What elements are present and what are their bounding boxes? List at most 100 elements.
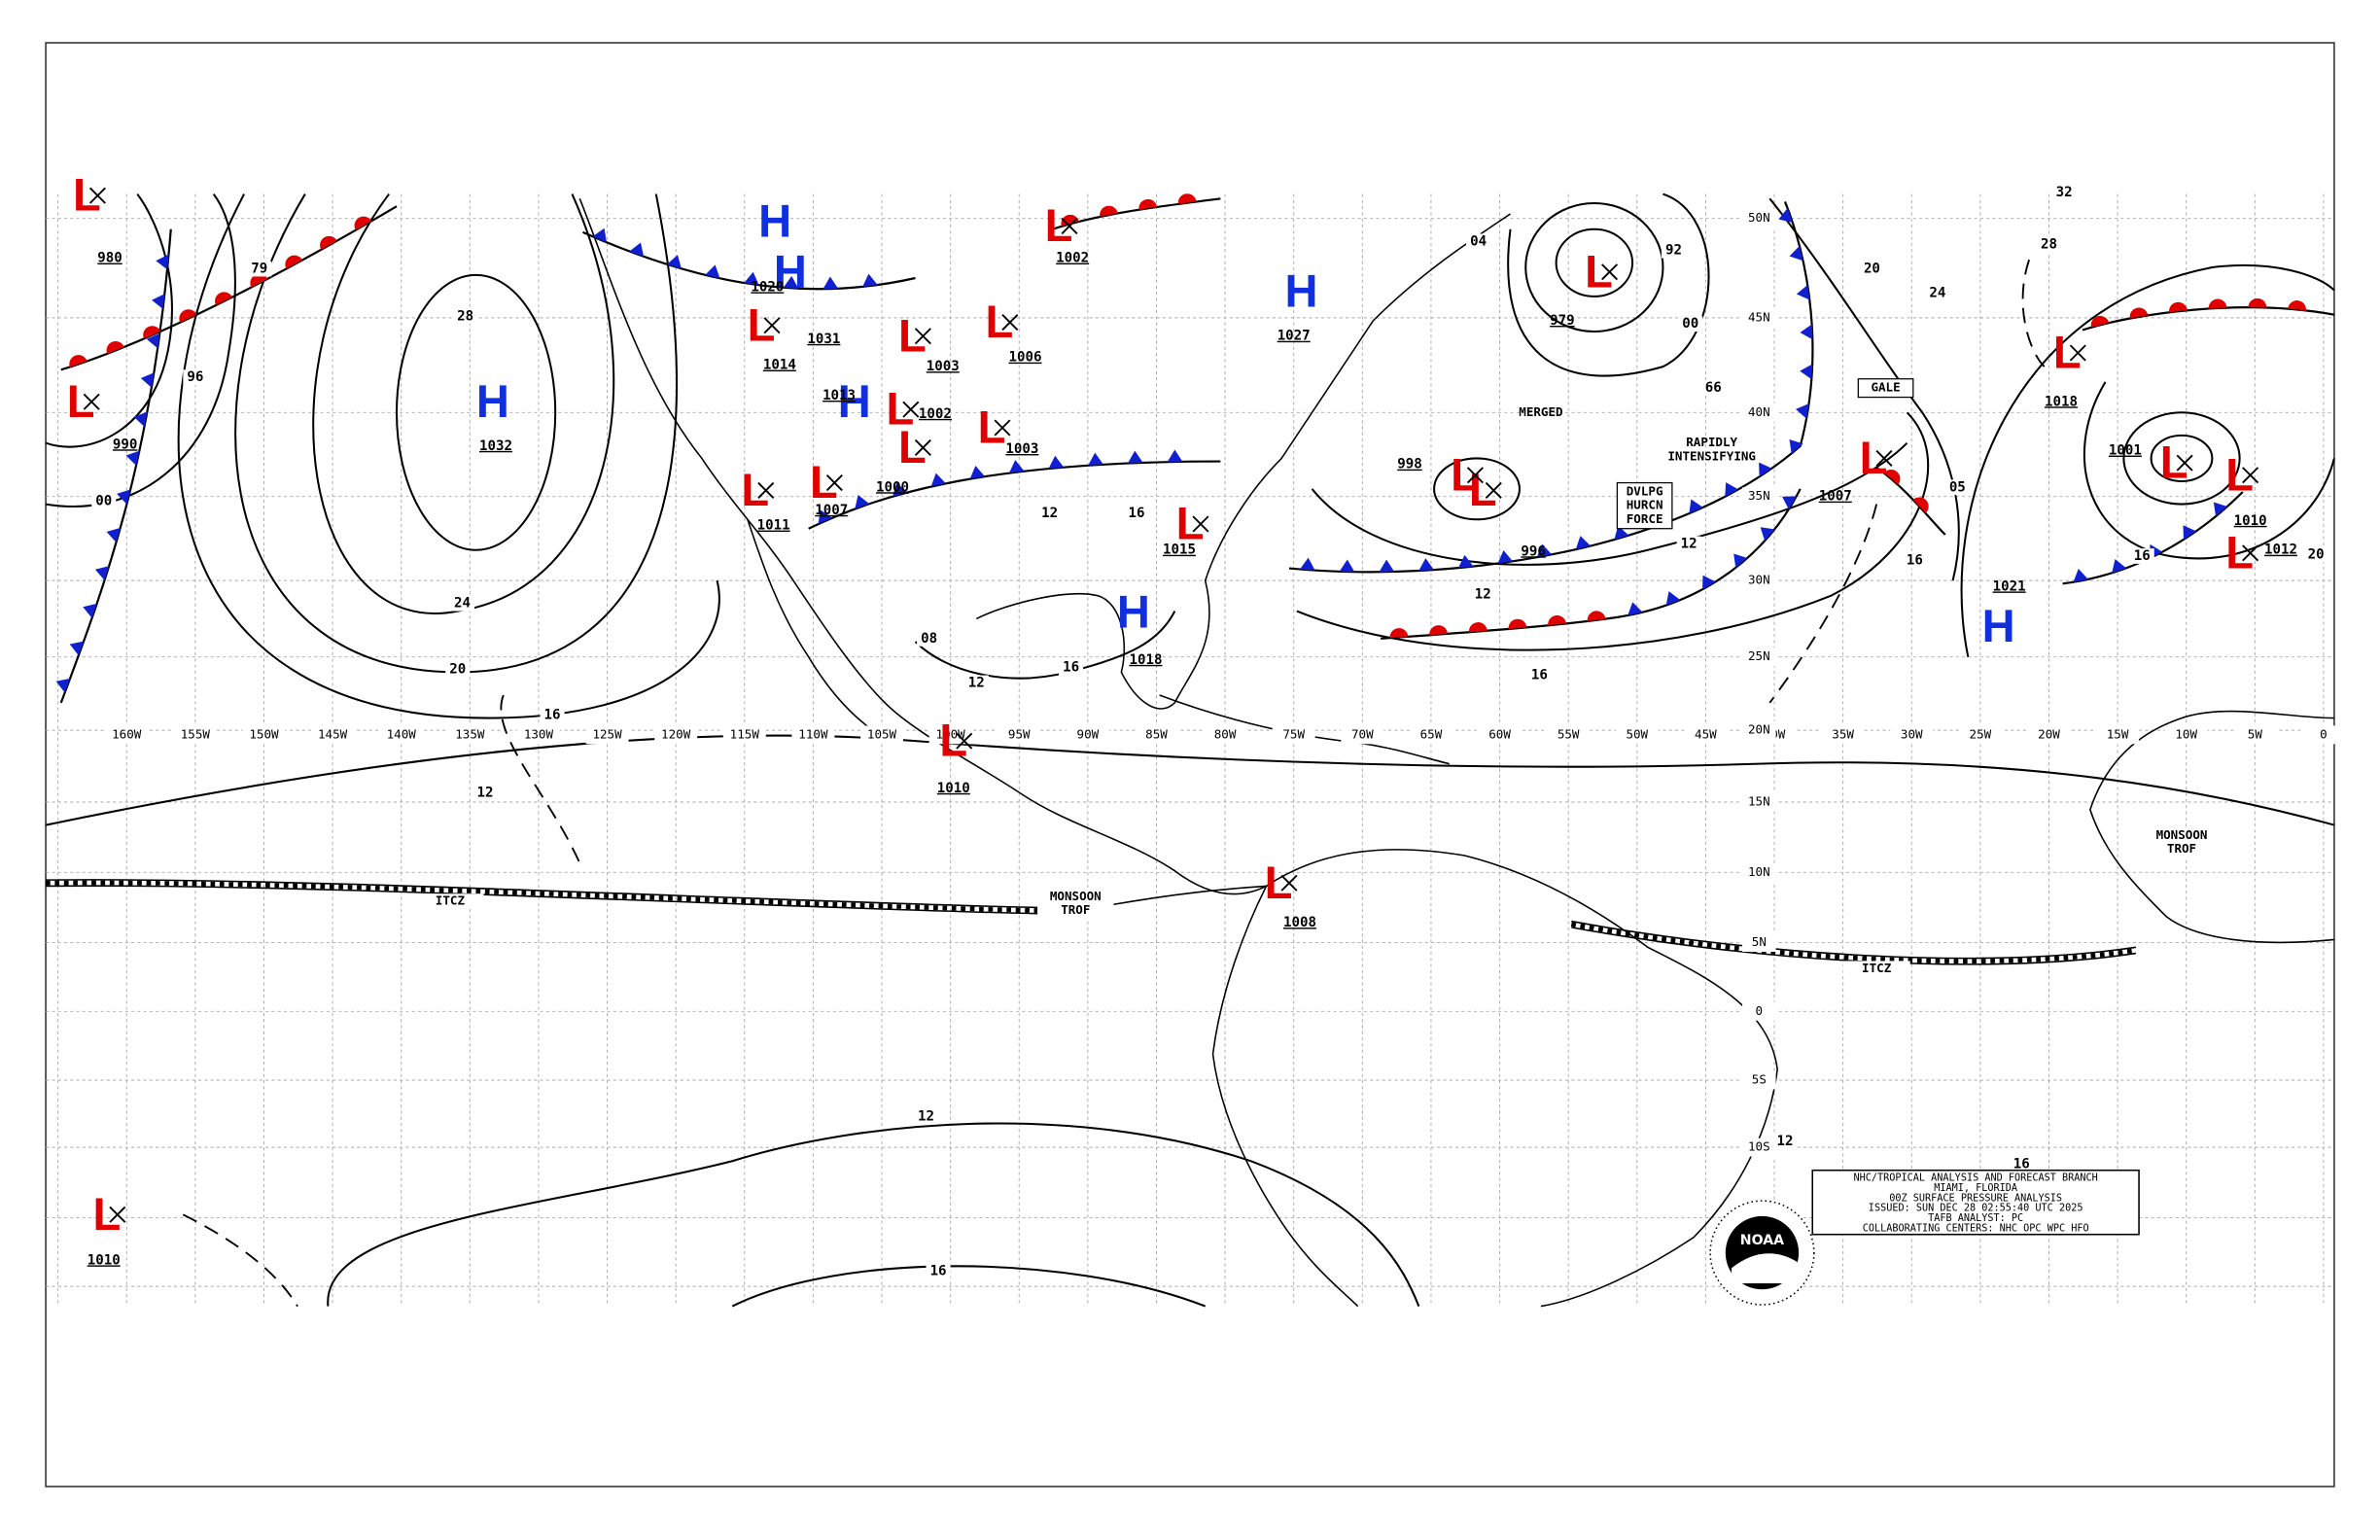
cold-front-pip <box>94 566 110 581</box>
warm-front-pip <box>1100 205 1118 217</box>
cold-front-pip <box>1665 591 1681 606</box>
low-center-x <box>902 401 920 418</box>
longitude-label: 15W <box>2107 726 2129 741</box>
cold-front-pip <box>592 228 607 243</box>
lon-label-bg <box>2027 725 2071 745</box>
warm-front-pip <box>2208 298 2227 309</box>
low-center-x <box>1485 481 1502 499</box>
coast <box>2089 710 2335 944</box>
pressure-label: 1002 <box>919 406 952 422</box>
isobar-label: 04 <box>1470 233 1487 249</box>
isobar-label: 16 <box>1129 506 1145 521</box>
longitude-label: 5W <box>2248 726 2263 741</box>
warm-front-pip <box>106 341 124 354</box>
longitude-label: 110W <box>798 726 828 741</box>
high-symbol: H <box>1982 600 2015 651</box>
cold-front-pip <box>1800 364 1813 380</box>
cold-front-pip <box>1575 536 1592 550</box>
isobar-label-bg <box>2303 546 2328 563</box>
low-center-x <box>825 474 843 492</box>
warm-front-pip <box>1508 618 1527 629</box>
longitude-label: 35W <box>1832 726 1854 741</box>
cold-front-pip <box>140 372 155 388</box>
itcz-line <box>46 885 1038 915</box>
cold-front-pip <box>117 489 131 505</box>
lat-label-bg <box>1742 487 1776 507</box>
warm-front <box>1875 466 1946 536</box>
isobar-label: 20 <box>449 661 466 677</box>
cold-front-pip <box>1628 602 1643 616</box>
lat-label-bg <box>1742 720 1776 740</box>
isobar-label: 79 <box>251 262 267 277</box>
cold-front-pip <box>2112 559 2127 574</box>
low-center-x <box>763 317 781 334</box>
graticule <box>46 193 2334 1307</box>
itcz-hatch <box>46 880 1038 913</box>
isobar-label-bg <box>445 661 471 678</box>
cold-front-pip <box>1702 575 1716 590</box>
low-center-x <box>956 732 973 750</box>
isobar-label-bg <box>449 595 475 612</box>
lat-label-bg <box>1742 571 1776 590</box>
isobar-label-bg <box>1037 506 1063 521</box>
lon-label-bg <box>1890 725 1934 745</box>
lon-label-bg <box>1615 725 1659 745</box>
lon-label-bg <box>860 725 903 745</box>
lon-label-bg <box>1409 725 1452 745</box>
isobar <box>2122 411 2241 506</box>
lon-label-bg <box>311 725 355 745</box>
longitude-label: 160W <box>112 726 142 741</box>
pressure-label: 1010 <box>937 781 970 796</box>
isobar <box>45 734 2335 826</box>
latitude-label: 40N <box>1748 404 1770 419</box>
cold-front-pip <box>930 472 946 487</box>
cold-front <box>1617 488 1802 618</box>
cold-front-pip <box>818 509 832 524</box>
isobars <box>45 192 2335 1308</box>
isobar-label-bg <box>2036 236 2062 253</box>
lon-label-bg <box>379 725 423 745</box>
isobar-label: 66 <box>1705 380 1722 396</box>
cold-front-pip <box>1789 438 1803 454</box>
lat-label-bg <box>1742 209 1776 228</box>
isobar-label: 92 <box>1665 243 1682 259</box>
low-center-x <box>1280 874 1298 892</box>
isobar <box>1296 411 1930 651</box>
cold-front-pip <box>1167 449 1183 463</box>
longitude-label: 115W <box>730 726 760 741</box>
latitude-label: 45N <box>1748 309 1770 324</box>
annotation: TROF <box>2167 841 2196 856</box>
isobar <box>2082 381 2335 560</box>
latitude-label: 25N <box>1748 648 1770 663</box>
logo-text: NOAA <box>1740 1233 1784 1248</box>
low-center-x <box>1001 314 1019 332</box>
cold-front-pip <box>1299 557 1315 571</box>
longitude-label: 100W <box>936 726 966 741</box>
lon-label-bg <box>242 725 286 745</box>
info-line: ISSUED: SUN DEC 28 02:55:40 UTC 2025 <box>1869 1204 2083 1214</box>
longitude-label: 30W <box>1901 726 1923 741</box>
warm-front-pip <box>69 355 88 368</box>
warm-front-pip <box>1138 198 1158 210</box>
lat-label-bg <box>1742 1001 1776 1021</box>
annotation: FORCE <box>1627 511 1663 526</box>
latitude-label: 15N <box>1748 793 1770 808</box>
lon-label-bg <box>722 725 766 745</box>
isobar-label-bg <box>91 493 117 509</box>
cold-front-pip <box>892 482 908 497</box>
high-symbol: H <box>1117 586 1150 638</box>
latitude-label: 10S <box>1748 1139 1770 1154</box>
longitude-label: 120W <box>661 726 691 741</box>
lon-label-bg <box>585 725 629 745</box>
lon-label-bg <box>1341 725 1384 745</box>
cold-front-pip <box>1796 284 1810 300</box>
page-border <box>45 42 2335 1488</box>
longitude-label: 50W <box>1626 726 1648 741</box>
isobar-label: 12 <box>968 675 985 690</box>
isobar-label-bg <box>453 308 478 325</box>
annotation: GALE <box>1871 380 1900 395</box>
itcz <box>46 879 2137 965</box>
longitude-label: 80W <box>1214 726 1237 741</box>
isobar-label-bg <box>913 1108 939 1125</box>
longitude-label: 10W <box>2175 726 2197 741</box>
